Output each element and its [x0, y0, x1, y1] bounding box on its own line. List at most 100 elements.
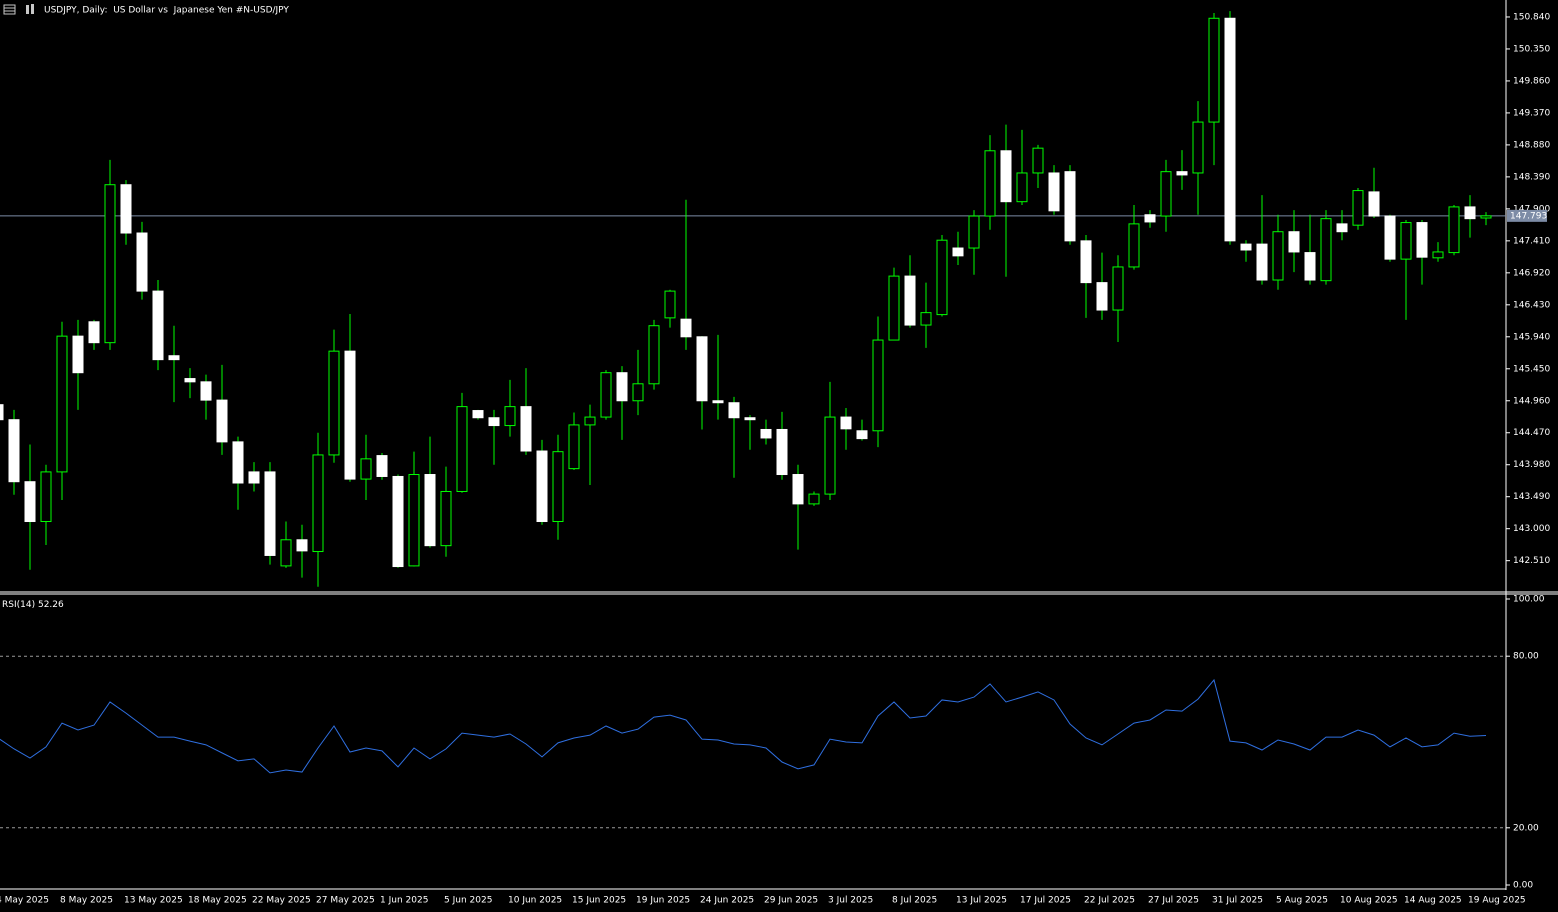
x-tick-label: 22 May 2025: [252, 896, 311, 906]
candle-body: [840, 416, 852, 430]
candle-body: [936, 239, 948, 316]
candle-body: [552, 451, 564, 523]
y-tick-label: 150.350: [1513, 44, 1550, 54]
candle-body: [360, 458, 372, 480]
candle-body: [1464, 206, 1476, 220]
candle-body: [1384, 215, 1396, 260]
candle-body: [1064, 171, 1076, 242]
candle-body: [120, 184, 132, 234]
candle-body: [488, 417, 500, 427]
candle-body: [88, 321, 100, 344]
menu-icon[interactable]: [3, 4, 16, 15]
candle-body: [344, 350, 356, 480]
candle-body: [968, 215, 980, 249]
candle-body: [392, 475, 404, 568]
candle-body: [440, 490, 452, 547]
y-tick-label: 145.450: [1513, 364, 1550, 374]
candle-body: [504, 406, 516, 427]
candle-body: [296, 539, 308, 552]
candle-body: [280, 539, 292, 567]
y-tick-label: 144.470: [1513, 428, 1550, 438]
x-tick-label: 27 May 2025: [316, 896, 375, 906]
rsi-label: RSI(14) 52.26: [2, 600, 64, 610]
x-tick-label: 5 Jun 2025: [444, 896, 492, 906]
candle-body: [216, 399, 228, 443]
y-tick-label: 0.00: [1513, 881, 1533, 891]
candle-body: [1160, 171, 1172, 217]
candle-body: [1272, 231, 1284, 281]
candle-body: [728, 402, 740, 419]
candle-body: [232, 441, 244, 484]
candle-body: [744, 417, 756, 421]
y-tick-label: 148.880: [1513, 140, 1550, 150]
candle-body: [1240, 243, 1252, 251]
y-tick-label: 147.900: [1513, 204, 1550, 214]
candle-body: [872, 339, 884, 432]
x-tick-label: 10 Aug 2025: [1340, 896, 1398, 906]
candle-body: [760, 428, 772, 439]
y-tick-label: 146.430: [1513, 300, 1550, 310]
candle-body: [1016, 172, 1028, 203]
rsi-last-value: 52.26: [38, 600, 64, 610]
y-tick-label: 149.860: [1513, 76, 1550, 86]
x-tick-label: 24 Jun 2025: [700, 896, 754, 906]
candle-body: [680, 318, 692, 338]
chart-title: USDJPY, Daily: US Dollar vs Japanese Yen…: [44, 6, 289, 16]
y-tick-label: 143.490: [1513, 492, 1550, 502]
candle-body: [1000, 150, 1012, 203]
candle-body: [1416, 222, 1428, 258]
candle-body: [600, 372, 612, 418]
y-tick-label: 20.00: [1513, 823, 1539, 833]
y-tick-label: 149.370: [1513, 108, 1550, 118]
candle-body: [792, 474, 804, 505]
rsi-name: RSI(14): [2, 600, 35, 610]
candle-body: [1480, 215, 1492, 219]
candle-body: [1144, 214, 1156, 223]
candle-body: [1368, 191, 1380, 217]
candle-body: [424, 474, 436, 547]
rsi-line: [0, 678, 1487, 774]
candle-body: [264, 471, 276, 556]
current-price-box: [1507, 209, 1547, 222]
candle-body: [1192, 121, 1204, 174]
x-tick-label: 31 Jul 2025: [1212, 896, 1263, 906]
bar-icon[interactable]: [26, 5, 29, 14]
candle-body: [536, 450, 548, 523]
candle-body: [1288, 231, 1300, 253]
candle-body: [1048, 172, 1060, 212]
x-tick-label: 22 Jul 2025: [1084, 896, 1135, 906]
candle-body: [104, 184, 116, 344]
y-tick-label: 143.980: [1513, 460, 1550, 470]
candle-body: [376, 455, 388, 477]
y-tick-label: 145.940: [1513, 332, 1550, 342]
candle-body: [1096, 282, 1108, 311]
y-tick-label: 144.960: [1513, 396, 1550, 406]
candle-body: [712, 400, 724, 404]
candle-body: [72, 335, 84, 374]
candle-body: [1080, 240, 1092, 284]
y-tick-label: 146.920: [1513, 268, 1550, 278]
candle-body: [472, 410, 484, 419]
x-tick-label: 19 Jun 2025: [636, 896, 690, 906]
y-tick-label: 143.000: [1513, 524, 1550, 534]
candle-body: [24, 481, 36, 523]
y-tick-label: 150.840: [1513, 12, 1550, 22]
candle-body: [184, 378, 196, 383]
x-tick-label: 27 Jul 2025: [1148, 896, 1199, 906]
candle-body: [616, 372, 628, 402]
x-tick-label: 3 Jul 2025: [828, 896, 873, 906]
candle-body: [312, 454, 324, 553]
candle-body: [1352, 190, 1364, 226]
candle-body: [456, 406, 468, 492]
candle-body: [824, 416, 836, 495]
y-tick-label: 142.510: [1513, 556, 1550, 566]
candle-body: [776, 428, 788, 476]
candle-body: [584, 416, 596, 426]
candle-body: [8, 419, 20, 483]
candle-body: [200, 381, 212, 401]
x-tick-label: 15 Jun 2025: [572, 896, 626, 906]
candle-body: [168, 355, 180, 361]
y-tick-label: 100.00: [1513, 595, 1545, 605]
bar-icon: [31, 4, 34, 14]
